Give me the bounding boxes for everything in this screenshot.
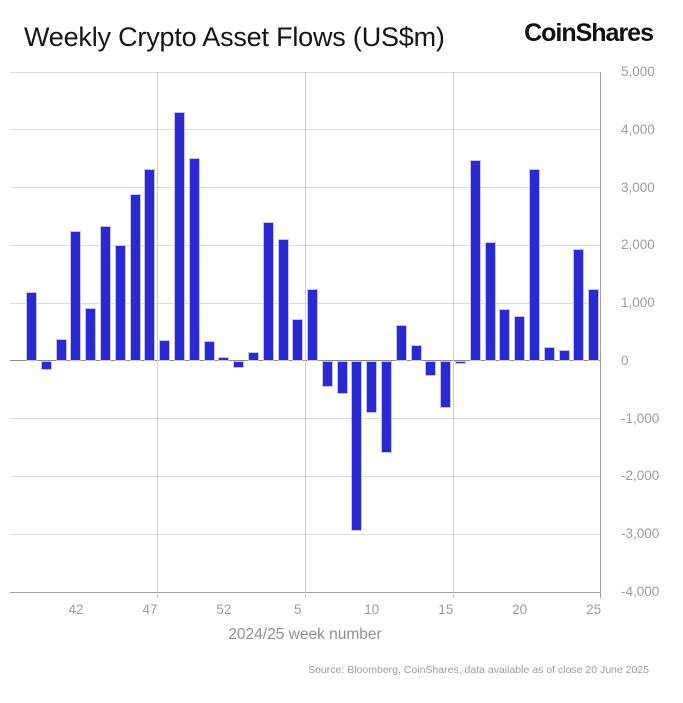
flow-bar-week-19 [499, 309, 511, 361]
flow-bar-week-49 [174, 112, 185, 361]
x-tick-label: 52 [216, 602, 232, 617]
y-tick-label: 1,000 [621, 295, 655, 311]
y-tick-label: 4,000 [621, 121, 655, 137]
flow-bar-week-47 [144, 169, 156, 361]
x-tick-label: 20 [512, 602, 528, 617]
flow-bar-week-21 [528, 169, 540, 361]
flow-bar-week-5 [292, 319, 304, 361]
flow-bar-week-9 [351, 360, 363, 532]
flow-bar-week-44 [100, 225, 112, 361]
flow-bar-week-14 [425, 360, 437, 377]
flow-bar-week-8 [336, 360, 348, 394]
flow-bar-week-10 [366, 360, 378, 413]
y-tick-label: -2,000 [621, 468, 660, 484]
flow-bar-week-23 [558, 350, 570, 361]
flow-bar-week-41 [55, 338, 67, 361]
flow-bar-week-24 [573, 249, 585, 361]
x-tick-label: 42 [68, 602, 84, 617]
flow-bar-week-7 [321, 360, 333, 387]
flow-bar-week-42 [70, 230, 82, 361]
flow-bar-week-52 [218, 357, 230, 361]
flow-bar-week-46 [129, 194, 141, 361]
source-note: Source: Bloomberg, CoinShares, data avai… [308, 664, 649, 676]
flow-bar-week-18 [484, 242, 496, 361]
flow-bar-week-13 [410, 345, 422, 361]
flow-bar-week-12 [395, 325, 407, 361]
flow-bar-week-45 [114, 244, 126, 361]
v-gridline [452, 72, 454, 598]
v-gridline [157, 72, 159, 598]
flow-bar-week-22 [543, 347, 555, 361]
flow-bar-week-2 [247, 351, 259, 361]
y-tick-label: 3,000 [621, 179, 655, 195]
flow-bar-week-43 [85, 307, 97, 361]
flow-bar-week-3 [262, 222, 274, 361]
x-axis-title: 2024/25 week number [228, 626, 382, 643]
y-tick-label: -1,000 [621, 410, 660, 426]
y-tick-label: 2,000 [621, 237, 655, 253]
flow-bar-week-48 [159, 339, 171, 361]
flow-bar-week-25 [588, 289, 600, 361]
flow-bar-week-4 [277, 238, 289, 361]
flow-bar-week-1 [233, 360, 245, 368]
y-tick-label: 0 [621, 352, 629, 368]
flow-bar-week-15 [440, 360, 452, 409]
flow-bar-week-6 [307, 288, 319, 361]
y-tick-label: -3,000 [621, 526, 660, 542]
v-gridline [305, 72, 306, 598]
coinshares-logo: CoinShares [524, 19, 654, 47]
flow-bar-week-16 [455, 360, 466, 364]
x-tick-label: 15 [438, 602, 454, 617]
flow-bar-week-11 [381, 360, 393, 454]
right-axis-line [600, 72, 601, 598]
x-tick-label: 10 [364, 602, 380, 617]
x-tick-label: 5 [294, 602, 302, 617]
chart-title: Weekly Crypto Asset Flows (US$m) [24, 22, 445, 52]
x-tick-label: 47 [142, 602, 158, 617]
flow-bar-week-17 [469, 159, 481, 361]
y-tick-label: 5,000 [621, 64, 655, 79]
x-tick-label: 25 [586, 602, 602, 617]
flow-bar-week-51 [203, 340, 215, 361]
flow-bar-week-50 [188, 157, 200, 361]
flow-bar-week-20 [514, 316, 526, 361]
y-tick-label: -4,000 [621, 584, 660, 599]
flow-bar-week-40 [40, 360, 52, 371]
plot-area: 5,000 4,000 3,000 2,000 1,000 0 -1,000 -2,000 -3… [10, 64, 659, 617]
flow-bar-week-39 [26, 292, 38, 361]
